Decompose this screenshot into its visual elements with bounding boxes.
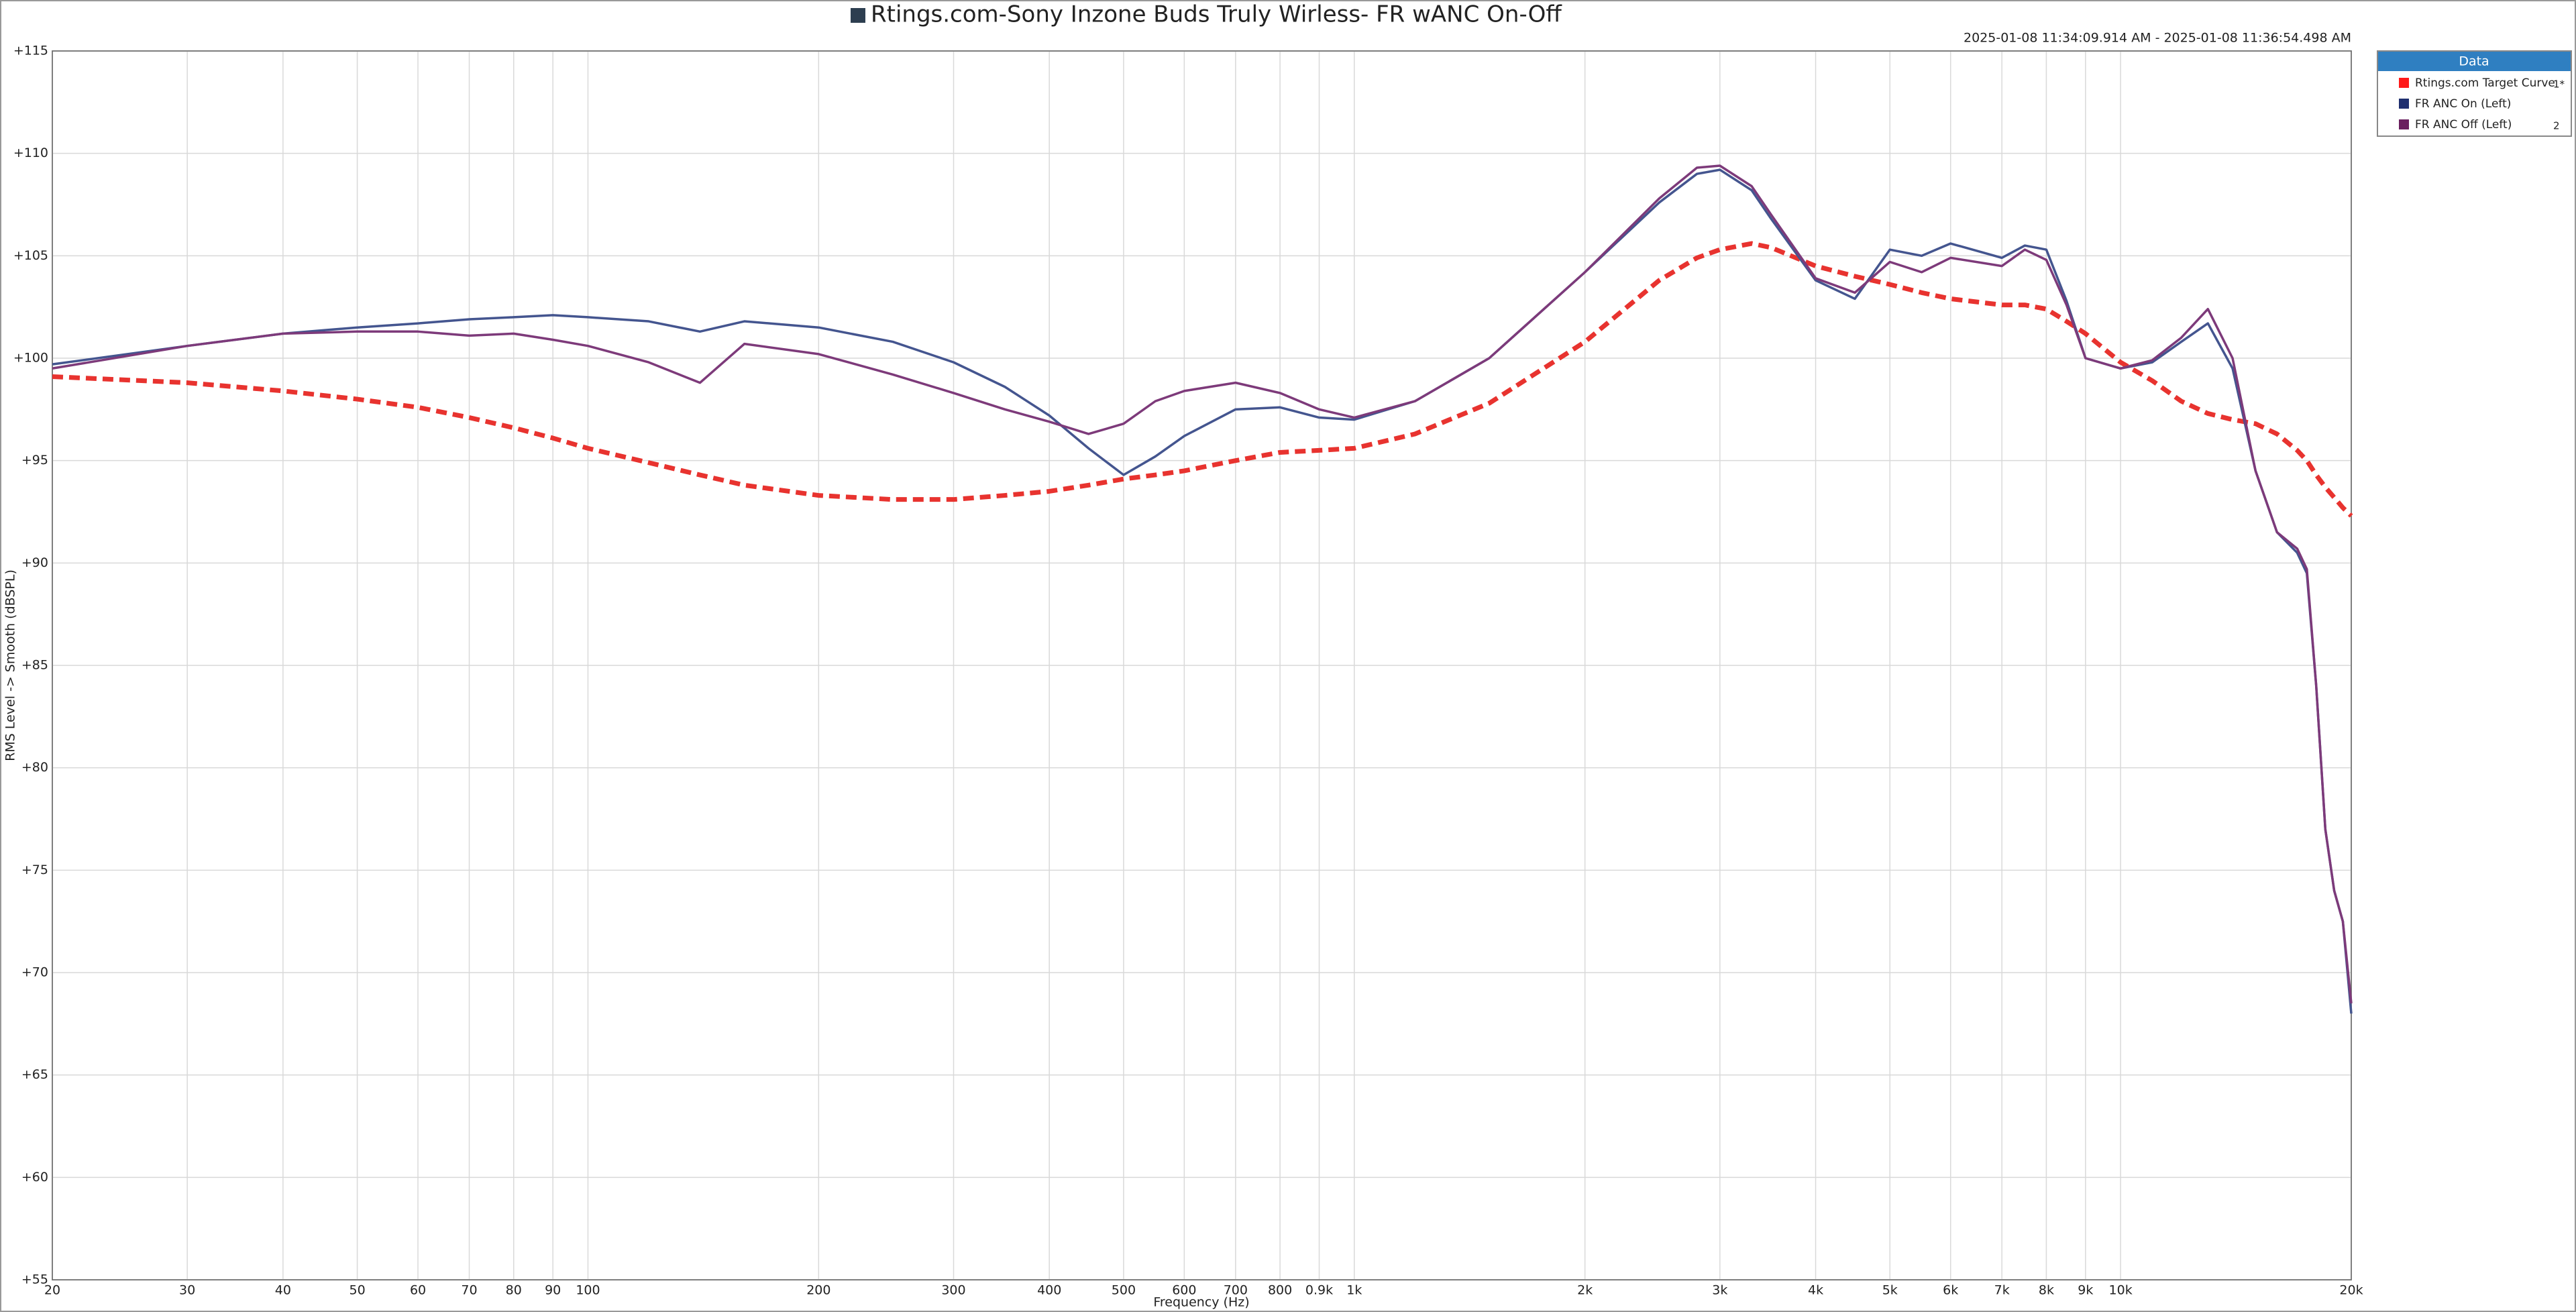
x-tick-label: 500 — [1112, 1283, 1136, 1298]
y-tick-label: +80 — [21, 760, 48, 775]
x-tick-label: 300 — [941, 1283, 965, 1298]
y-tick-label: +110 — [13, 146, 48, 160]
x-tick-label: 7k — [1994, 1283, 2010, 1298]
x-tick-label: 600 — [1172, 1283, 1196, 1298]
legend-title: Data — [2459, 54, 2489, 69]
x-tick-label: 400 — [1037, 1283, 1061, 1298]
y-tick-label: +65 — [21, 1067, 48, 1082]
x-tick-label: 30 — [179, 1283, 195, 1298]
legend-tag: 1* — [2553, 78, 2565, 91]
y-tick-label: +95 — [21, 453, 48, 468]
title-icon — [851, 8, 865, 23]
y-tick-label: +60 — [21, 1170, 48, 1185]
y-axis-label: RMS Level -> Smooth (dBSPL) — [3, 569, 18, 761]
x-tick-label: 20k — [2339, 1283, 2363, 1298]
x-tick-label: 20 — [44, 1283, 60, 1298]
y-tick-label: +90 — [21, 555, 48, 570]
y-tick-label: +70 — [21, 965, 48, 980]
x-tick-label: 100 — [576, 1283, 600, 1298]
legend-swatch — [2399, 119, 2409, 129]
x-axis-label: Frequency (Hz) — [1153, 1295, 1249, 1310]
timestamp: 2025-01-08 11:34:09.914 AM - 2025-01-08 … — [1964, 31, 2351, 46]
x-tick-label: 8k — [2039, 1283, 2054, 1298]
y-tick-label: +115 — [13, 44, 48, 58]
x-tick-label: 9k — [2078, 1283, 2093, 1298]
x-tick-label: 4k — [1808, 1283, 1823, 1298]
legend-swatch — [2399, 99, 2409, 109]
x-tick-label: 50 — [349, 1283, 365, 1298]
series-line — [52, 168, 2353, 1014]
y-tick-label: +85 — [21, 658, 48, 673]
y-tick-label: +105 — [13, 248, 48, 263]
legend-label: FR ANC Off (Left) — [2415, 118, 2512, 131]
x-tick-label: 80 — [506, 1283, 522, 1298]
x-tick-label: 5k — [1882, 1283, 1898, 1298]
legend-header — [2378, 52, 2571, 71]
series-line — [52, 241, 2353, 518]
y-tick-label: +100 — [13, 351, 48, 366]
x-tick-label: 60 — [410, 1283, 426, 1298]
series-line — [52, 164, 2353, 1003]
x-tick-label: 6k — [1943, 1283, 1958, 1298]
chart-title: Rtings.com-Sony Inzone Buds Truly Wirles… — [871, 1, 1562, 28]
x-tick-label: 40 — [275, 1283, 291, 1298]
legend-label: FR ANC On (Left) — [2415, 97, 2511, 111]
y-tick-label: +75 — [21, 863, 48, 877]
x-tick-label: 200 — [806, 1283, 830, 1298]
legend-label: Rtings.com Target Curve — [2415, 76, 2555, 90]
x-tick-label: 800 — [1268, 1283, 1292, 1298]
legend-tag: 2 — [2553, 120, 2560, 132]
x-tick-label: 10k — [2109, 1283, 2133, 1298]
legend-swatch — [2399, 78, 2409, 88]
x-tick-label: 2k — [1577, 1283, 1593, 1298]
x-tick-label: 70 — [461, 1283, 477, 1298]
x-tick-label: 0.9k — [1305, 1283, 1333, 1298]
x-tick-label: 1k — [1346, 1283, 1362, 1298]
x-tick-label: 700 — [1224, 1283, 1248, 1298]
y-tick-label: +55 — [21, 1272, 48, 1287]
plot-border — [52, 50, 2352, 1280]
x-tick-label: 3k — [1712, 1283, 1727, 1298]
x-tick-label: 90 — [545, 1283, 561, 1298]
